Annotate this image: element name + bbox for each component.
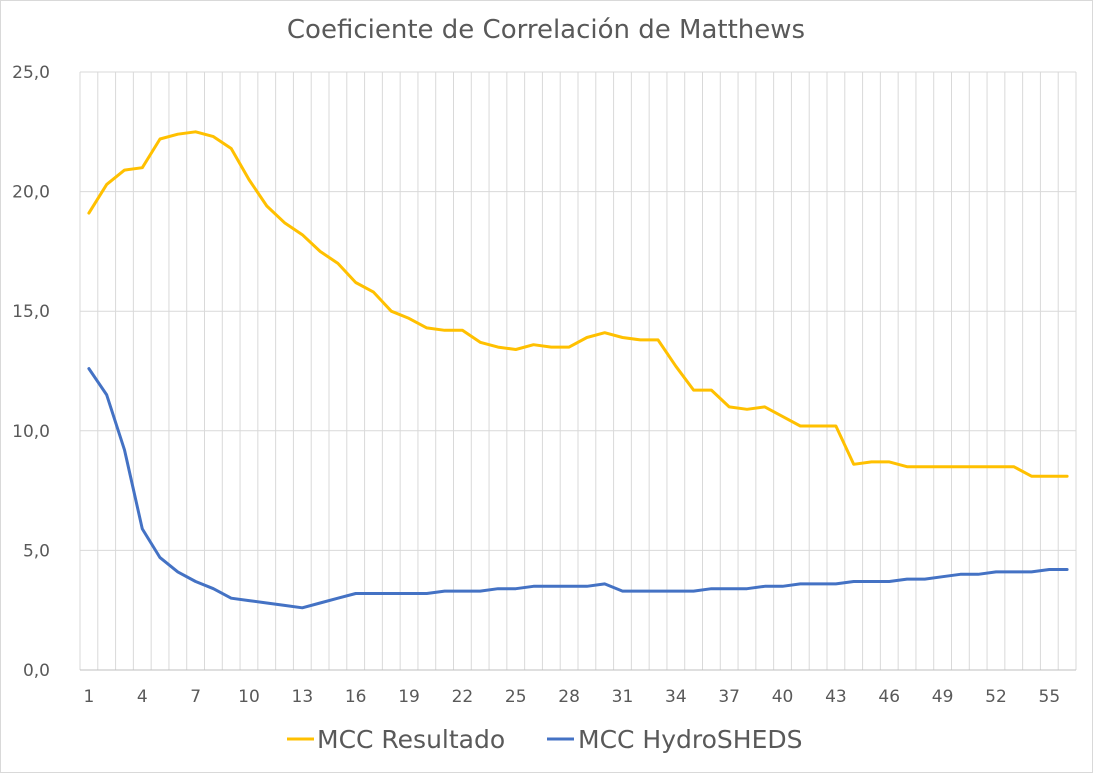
y-tick-label: 10,0: [12, 422, 50, 442]
legend-item: MCC Resultado: [287, 725, 505, 754]
y-tick-label: 20,0: [12, 183, 50, 203]
series-line-mcc-hydrosheds: [87, 367, 1069, 610]
legend: MCC Resultado MCC HydroSHEDS: [287, 725, 803, 754]
series: [87, 130, 1069, 610]
x-tick-label: 31: [612, 687, 634, 707]
chart-title: Coeficiente de Correlación de Matthews: [287, 15, 805, 45]
x-tick-label: 46: [878, 687, 900, 707]
x-tick-label: 4: [137, 687, 148, 707]
legend-label: MCC HydroSHEDS: [578, 725, 803, 754]
legend-label: MCC Resultado: [317, 725, 505, 754]
x-tick-label: 34: [665, 687, 687, 707]
grid: [79, 71, 1077, 670]
y-tick-label: 0,0: [23, 661, 50, 681]
x-tick-label: 13: [292, 687, 314, 707]
axes: 0,0 5,0 10,0 15,0 20,0 25,0 1 4 7 10 13 16 19 22 25 28 3…: [12, 63, 1076, 707]
x-tick-label: 1: [83, 687, 94, 707]
y-tick-label: 5,0: [23, 541, 50, 561]
y-tick-label: 25,0: [12, 63, 50, 83]
x-tick-label: 49: [932, 687, 954, 707]
x-tick-label: 40: [772, 687, 794, 707]
x-tick-label: 28: [558, 687, 580, 707]
x-tick-label: 43: [825, 687, 847, 707]
x-tick-label: 37: [718, 687, 740, 707]
x-tick-label: 7: [190, 687, 201, 707]
x-tick-label: 10: [238, 687, 260, 707]
x-tick-label: 22: [452, 687, 474, 707]
x-tick-label: 16: [345, 687, 367, 707]
y-tick-label: 15,0: [12, 302, 50, 322]
x-tick-label: 25: [505, 687, 527, 707]
series-line-mcc-resultado: [87, 130, 1069, 478]
legend-item: MCC HydroSHEDS: [547, 725, 803, 754]
x-tick-label: 52: [985, 687, 1007, 707]
x-tick-label: 19: [398, 687, 420, 707]
x-tick-label: 55: [1039, 687, 1061, 707]
